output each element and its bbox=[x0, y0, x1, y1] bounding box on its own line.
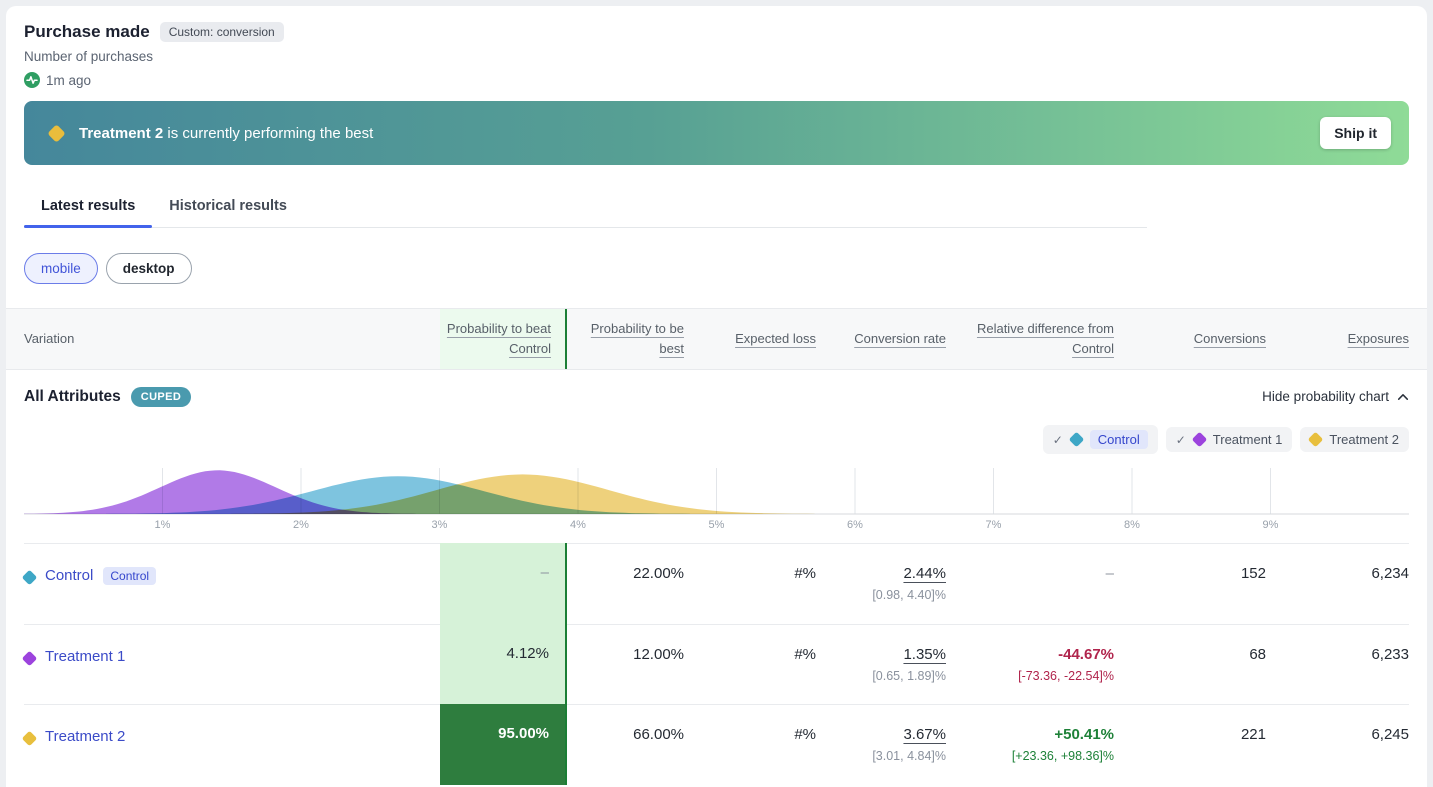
last-updated: 1m ago bbox=[46, 72, 92, 88]
winner-message: Treatment 2 is currently performing the … bbox=[79, 124, 374, 142]
dimension-filters: mobile desktop bbox=[24, 253, 1409, 284]
variation-link[interactable]: Treatment 1 bbox=[45, 647, 126, 665]
svg-text:4%: 4% bbox=[570, 519, 586, 531]
svg-text:6%: 6% bbox=[847, 519, 863, 531]
column-expected-loss[interactable]: Expected loss bbox=[735, 330, 816, 346]
conversions-cell: 221 bbox=[1240, 726, 1266, 744]
legend-label: Control bbox=[1089, 430, 1148, 449]
results-rows: Control Control – 22.00% #% 2.44% [0.98,… bbox=[21, 543, 1409, 785]
confidence-interval: [0.98, 4.40]% bbox=[872, 588, 946, 602]
section-title: All Attributes bbox=[24, 387, 121, 405]
column-variation: Variation bbox=[24, 330, 75, 346]
legend-item-treatment-2[interactable]: Treatment 2 bbox=[1300, 427, 1409, 452]
confidence-interval: [+23.36, +98.36]% bbox=[1011, 749, 1114, 764]
metric-header: Purchase made Custom: conversion Number … bbox=[24, 6, 1409, 88]
variation-link[interactable]: Treatment 2 bbox=[45, 728, 126, 746]
prob-beat-control-cell: 4.12% bbox=[440, 623, 567, 705]
svg-text:3%: 3% bbox=[432, 519, 448, 531]
expected-loss-cell: #% bbox=[794, 565, 816, 582]
svg-text:1%: 1% bbox=[155, 519, 171, 531]
chevron-up-icon bbox=[1397, 393, 1409, 400]
control-diamond-icon bbox=[1068, 431, 1085, 448]
table-row-control: Control Control – 22.00% #% 2.44% [0.98,… bbox=[21, 543, 1409, 624]
column-prob-best[interactable]: Probability to be best bbox=[590, 320, 684, 356]
conversion-rate-cell: 2.44% [0.98, 4.40]% bbox=[816, 544, 946, 624]
results-card: Purchase made Custom: conversion Number … bbox=[6, 6, 1427, 787]
treatment2-diamond-icon bbox=[1308, 431, 1324, 448]
results-tabs: Latest results Historical results bbox=[24, 185, 1147, 228]
check-icon: ✓ bbox=[1052, 432, 1063, 447]
treatment2-diamond-icon bbox=[47, 123, 66, 143]
table-row-treatment-1: Treatment 1 4.12% 12.00% #% 1.35% [0.65,… bbox=[21, 623, 1409, 705]
exposures-cell: 6,233 bbox=[1371, 645, 1409, 663]
legend-label: Treatment 2 bbox=[1329, 432, 1399, 447]
tab-historical-results[interactable]: Historical results bbox=[169, 198, 287, 214]
control-badge: Control bbox=[103, 567, 157, 585]
prob-best-cell: 66.00% bbox=[633, 726, 684, 744]
relative-difference-cell: +50.41% [+23.36, +98.36]% bbox=[946, 705, 1114, 785]
confidence-interval: [3.01, 4.84]% bbox=[872, 749, 946, 764]
column-conversion-rate[interactable]: Conversion rate bbox=[854, 330, 946, 346]
relative-difference-cell: -44.67% [-73.36, -22.54]% bbox=[946, 625, 1114, 705]
confidence-interval: [0.65, 1.89]% bbox=[872, 668, 946, 683]
conversions-cell: 68 bbox=[1249, 645, 1266, 663]
attributes-section: All Attributes CUPED Hide probability ch… bbox=[24, 370, 1409, 423]
svg-text:2%: 2% bbox=[293, 519, 309, 531]
treatment1-diamond-icon bbox=[1191, 431, 1208, 448]
svg-text:8%: 8% bbox=[1124, 519, 1140, 531]
filter-desktop[interactable]: desktop bbox=[105, 253, 192, 284]
prob-best-cell: 12.00% bbox=[633, 645, 684, 663]
tab-latest-results[interactable]: Latest results bbox=[24, 185, 153, 228]
prob-best-cell: 22.00% bbox=[633, 565, 684, 582]
expected-loss-cell: #% bbox=[794, 645, 816, 663]
svg-text:9%: 9% bbox=[1263, 519, 1279, 531]
conversion-rate-cell: 3.67% [3.01, 4.84]% bbox=[816, 705, 946, 785]
winner-banner: Treatment 2 is currently performing the … bbox=[24, 101, 1409, 165]
prob-beat-control-cell: 95.00% bbox=[440, 704, 567, 785]
check-icon: ✓ bbox=[1175, 432, 1186, 447]
ship-it-button[interactable]: Ship it bbox=[1320, 117, 1391, 149]
cuped-badge: CUPED bbox=[130, 386, 192, 407]
column-prob-beat-control[interactable]: Probability to beat Control bbox=[440, 309, 567, 369]
control-diamond-icon bbox=[21, 569, 38, 586]
confidence-interval: [-73.36, -22.54]% bbox=[1018, 668, 1114, 683]
exposures-cell: 6,234 bbox=[1371, 565, 1409, 582]
legend-label: Treatment 1 bbox=[1212, 432, 1283, 447]
probability-chart: 1% 2% 3% 4% 5% 6% 7% 8% 9% bbox=[24, 456, 1409, 536]
treatment2-diamond-icon bbox=[21, 730, 38, 747]
activity-icon bbox=[24, 72, 40, 88]
svg-text:7%: 7% bbox=[986, 519, 1002, 531]
table-header: Variation Probability to beat Control Pr… bbox=[6, 308, 1427, 370]
hide-probability-chart-toggle[interactable]: Hide probability chart bbox=[1262, 389, 1409, 404]
conversions-cell: 152 bbox=[1240, 565, 1266, 582]
svg-text:5%: 5% bbox=[709, 519, 725, 531]
exposures-cell: 6,245 bbox=[1371, 726, 1409, 744]
legend-item-treatment-1[interactable]: ✓ Treatment 1 bbox=[1165, 427, 1293, 452]
variation-link[interactable]: Control bbox=[45, 567, 94, 584]
chart-legend: ✓ Control ✓ Treatment 1 Treatment 2 bbox=[24, 423, 1409, 456]
probability-chart-svg: 1% 2% 3% 4% 5% 6% 7% 8% 9% bbox=[24, 468, 1409, 531]
table-row-treatment-2: Treatment 2 95.00% 66.00% #% 3.67% [3.01… bbox=[21, 704, 1409, 785]
relative-difference-cell: – bbox=[1105, 565, 1114, 582]
metric-description: Number of purchases bbox=[24, 49, 154, 64]
page-title: Purchase made bbox=[24, 22, 150, 41]
treatment1-diamond-icon bbox=[21, 650, 38, 666]
prob-beat-control-cell: – bbox=[440, 543, 567, 624]
column-relative-difference[interactable]: Relative difference from Control bbox=[976, 320, 1114, 356]
column-exposures[interactable]: Exposures bbox=[1347, 330, 1409, 346]
metric-type-badge: Custom: conversion bbox=[159, 22, 284, 42]
legend-item-control[interactable]: ✓ Control bbox=[1042, 425, 1158, 454]
column-conversions[interactable]: Conversions bbox=[1193, 330, 1266, 346]
filter-mobile[interactable]: mobile bbox=[24, 253, 98, 284]
conversion-rate-cell: 1.35% [0.65, 1.89]% bbox=[816, 625, 946, 705]
expected-loss-cell: #% bbox=[794, 726, 816, 744]
